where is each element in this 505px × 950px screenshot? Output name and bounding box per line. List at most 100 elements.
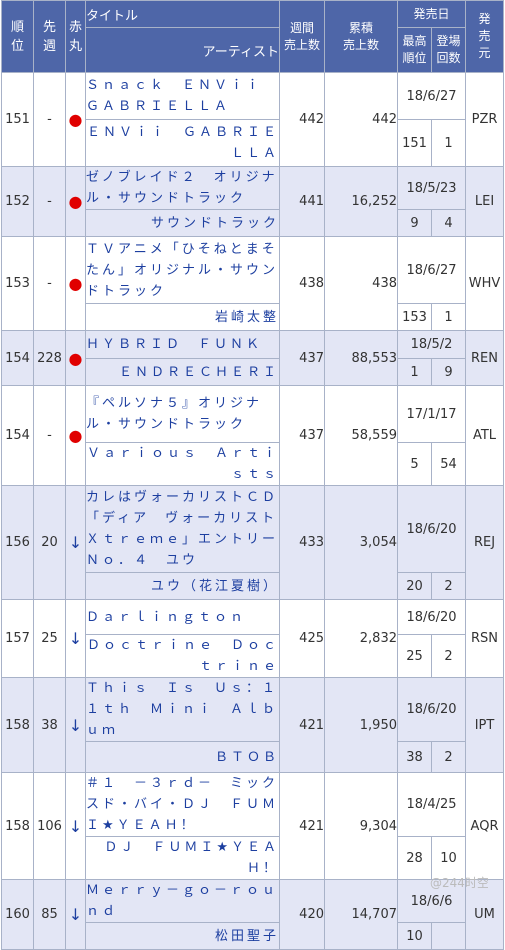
artist-link[interactable]: ＤＪ ＦＵＭＩ★ＹＥＡＨ！ xyxy=(85,836,280,880)
last-week-cell: - xyxy=(33,166,66,237)
down-arrow-icon: ↓ xyxy=(65,879,86,950)
rank-cell: 154 xyxy=(1,385,34,486)
weekly-sales-cell: 437 xyxy=(279,330,325,386)
rank-cell: 154 xyxy=(1,330,34,386)
rank-cell: 157 xyxy=(1,599,34,678)
table-row: 158 106 ↓ ＃１ －３ｒｄ－ ミックスド・バイ・ＤＪ ＦＵＭＩ★ＹＥＡＨ！ 42… xyxy=(1,772,505,880)
weekly-sales-cell: 420 xyxy=(279,879,325,950)
artist-link[interactable]: ＥＮＶｉｉ ＧＡＢＲＩＥＬＬＡ xyxy=(85,119,280,167)
red-circle-icon: ● xyxy=(65,72,86,167)
weekly-sales-cell: 441 xyxy=(279,166,325,237)
title-link[interactable]: ゼノブレイド２ オリジナル・サウンドトラック xyxy=(85,166,280,210)
release-date-cell: 18/6/20 xyxy=(396,677,467,742)
weeks-cell: 9 xyxy=(430,358,467,386)
peak-header: 最高 順位 xyxy=(397,27,432,73)
weeks-cell: 1 xyxy=(430,303,467,331)
table-row-sub: ＥＮＶｉｉ ＧＡＢＲＩＥＬＬＡ 151 1 xyxy=(2,119,504,167)
artist-link[interactable]: ＢＴＯＢ xyxy=(85,741,280,773)
release-date-cell: 18/5/23 xyxy=(396,166,467,210)
title-link[interactable]: ＨＹＢＲＩＤ ＦＵＮＫ xyxy=(85,330,280,359)
table-row-sub: 岩崎太整 153 1 xyxy=(2,303,504,331)
peak-cell: 10 xyxy=(397,922,432,950)
peak-cell: 25 xyxy=(397,634,432,678)
rank-cell: 158 xyxy=(1,772,34,880)
peak-cell: 9 xyxy=(397,209,432,237)
table-row-sub: Ｄｏｃｔｒｉｎｅ Ｄｏｃｔｒｉｎｅ 25 2 xyxy=(2,634,504,678)
weeks-cell: 1 xyxy=(430,119,467,167)
artist-link[interactable]: Ｄｏｃｔｒｉｎｅ Ｄｏｃｔｒｉｎｅ xyxy=(85,634,280,678)
weeks-cell: 4 xyxy=(430,209,467,237)
label-cell: REN xyxy=(465,330,505,386)
table-row: 160 85 ↓ Ｍｅｒｒｙ－ｇｏ－ｒｏｕｎｄ 420 14,707 18/6/6 UM xyxy=(1,879,505,950)
table-row: 158 38 ↓ Ｔｈｉｓ Ｉｓ Ｕｓ：１１ｔｈ Ｍｉｎｉ Ａｌｂｕｍ 421 1,950… xyxy=(1,677,505,773)
weeks-cell: 10 xyxy=(430,836,467,880)
title-link[interactable]: ＃１ －３ｒｄ－ ミックスド・バイ・ＤＪ ＦＵＭＩ★ＹＥＡＨ！ xyxy=(85,772,280,837)
label-cell: PZR xyxy=(465,72,505,167)
artist-link[interactable]: ＥＮＤＲＥＣＨＥＲＩ xyxy=(85,358,280,386)
table-row-sub: ＢＴＯＢ 38 2 xyxy=(2,741,504,773)
rank-cell: 152 xyxy=(1,166,34,237)
last-week-cell: - xyxy=(33,72,66,167)
weekly-sales-cell: 437 xyxy=(279,385,325,486)
total-sales-cell: 442 xyxy=(324,72,398,167)
table-row-sub: ユウ（花江夏樹） 20 2 xyxy=(2,572,504,600)
release-date-cell: 18/6/20 xyxy=(396,485,467,573)
weeks-cell: 2 xyxy=(430,572,467,600)
rank-cell: 160 xyxy=(1,879,34,950)
rank-cell: 158 xyxy=(1,677,34,773)
title-link[interactable]: ＴＶアニメ「ひそねとまそたん」オリジナル・サウンドトラック xyxy=(85,236,280,304)
artist-link[interactable]: 岩崎太整 xyxy=(85,303,280,331)
release-date-cell: 18/6/27 xyxy=(396,72,467,120)
peak-cell: 38 xyxy=(397,741,432,773)
weeks-cell: 2 xyxy=(430,741,467,773)
release-date-cell: 18/6/20 xyxy=(396,599,467,635)
table-row-sub: ＤＪ ＦＵＭＩ★ＹＥＡＨ！ 28 10 xyxy=(2,836,504,880)
artist-link[interactable]: 松田聖子 xyxy=(85,922,280,950)
title-link[interactable]: Ｓｎａｃｋ ＥＮＶｉｉ ＧＡＢＲＩＥＬＬＡ xyxy=(85,72,280,120)
label-cell: IPT xyxy=(465,677,505,773)
peak-cell: 1 xyxy=(397,358,432,386)
table-row: 156 20 ↓ カレはヴォーカリストＣＤ「ディア ヴォーカリスト Ｘｔｒｅｍｅ」エン… xyxy=(1,485,505,600)
total-sales-cell: 9,304 xyxy=(324,772,398,880)
title-link[interactable]: Ｄａｒｌｉｎｇｔｏｎ xyxy=(85,599,280,635)
last-week-cell: 38 xyxy=(33,677,66,773)
total-sales-cell: 3,054 xyxy=(324,485,398,600)
title-link[interactable]: Ｔｈｉｓ Ｉｓ Ｕｓ：１１ｔｈ Ｍｉｎｉ Ａｌｂｕｍ xyxy=(85,677,280,742)
total-header: 累積 売上数 xyxy=(324,0,398,73)
peak-cell: 28 xyxy=(397,836,432,880)
label-cell: RSN xyxy=(465,599,505,678)
release-header: 発売日 xyxy=(396,0,467,28)
last-week-cell: - xyxy=(33,236,66,331)
table-row-sub: Ｖａｒｉｏｕｓ Ａｒｔｉｓｔｓ 5 54 xyxy=(2,442,504,486)
table-row: 152- ● ゼノブレイド２ オリジナル・サウンドトラック 441 16,252 18/5… xyxy=(1,166,505,237)
red-circle-icon: ● xyxy=(65,330,86,386)
table-header: 順位 先週 赤丸 タイトル 週間 売上数 累積 売上数 発売日 発売元 アーティスト… xyxy=(1,0,505,73)
total-sales-cell: 58,559 xyxy=(324,385,398,486)
weeks-cell: 2 xyxy=(430,634,467,678)
artist-link[interactable]: サウンドトラック xyxy=(85,209,280,237)
total-sales-cell: 16,252 xyxy=(324,166,398,237)
title-link[interactable]: カレはヴォーカリストＣＤ「ディア ヴォーカリスト Ｘｔｒｅｍｅ」エントリーＮｏ．… xyxy=(85,485,290,573)
release-date-cell: 17/1/17 xyxy=(396,385,467,443)
title-link[interactable]: Ｍｅｒｒｙ－ｇｏ－ｒｏｕｎｄ xyxy=(85,879,280,923)
last-week-cell: 85 xyxy=(33,879,66,950)
last-week-cell: 20 xyxy=(33,485,66,600)
rank-cell: 156 xyxy=(1,485,34,600)
red-circle-icon: ● xyxy=(65,166,86,237)
title-link[interactable]: 『ペルソナ５』オリジナル・サウンドトラック xyxy=(85,385,280,443)
last-week-cell: 106 xyxy=(33,772,66,880)
total-sales-cell: 438 xyxy=(324,236,398,331)
peak-cell: 20 xyxy=(397,572,432,600)
rank-cell: 153 xyxy=(1,236,34,331)
artist-link[interactable]: Ｖａｒｉｏｕｓ Ａｒｔｉｓｔｓ xyxy=(85,442,280,486)
weekly-header: 週間 売上数 xyxy=(279,0,325,73)
release-date-cell: 18/6/27 xyxy=(396,236,467,304)
table-row: 154 228 ● ＨＹＢＲＩＤ ＦＵＮＫ 437 88,553 18/5/2 REN xyxy=(1,330,505,386)
total-sales-cell: 14,707 xyxy=(324,879,398,950)
artist-link[interactable]: ユウ（花江夏樹） xyxy=(85,572,280,600)
table-row: 154- ● 『ペルソナ５』オリジナル・サウンドトラック 437 58,559 17/1/… xyxy=(1,385,505,486)
table-row: 157 25 ↓ Ｄａｒｌｉｎｇｔｏｎ 425 2,832 18/6/20 RSN xyxy=(1,599,505,678)
last-week-cell: - xyxy=(33,385,66,486)
down-arrow-icon: ↓ xyxy=(65,599,86,678)
